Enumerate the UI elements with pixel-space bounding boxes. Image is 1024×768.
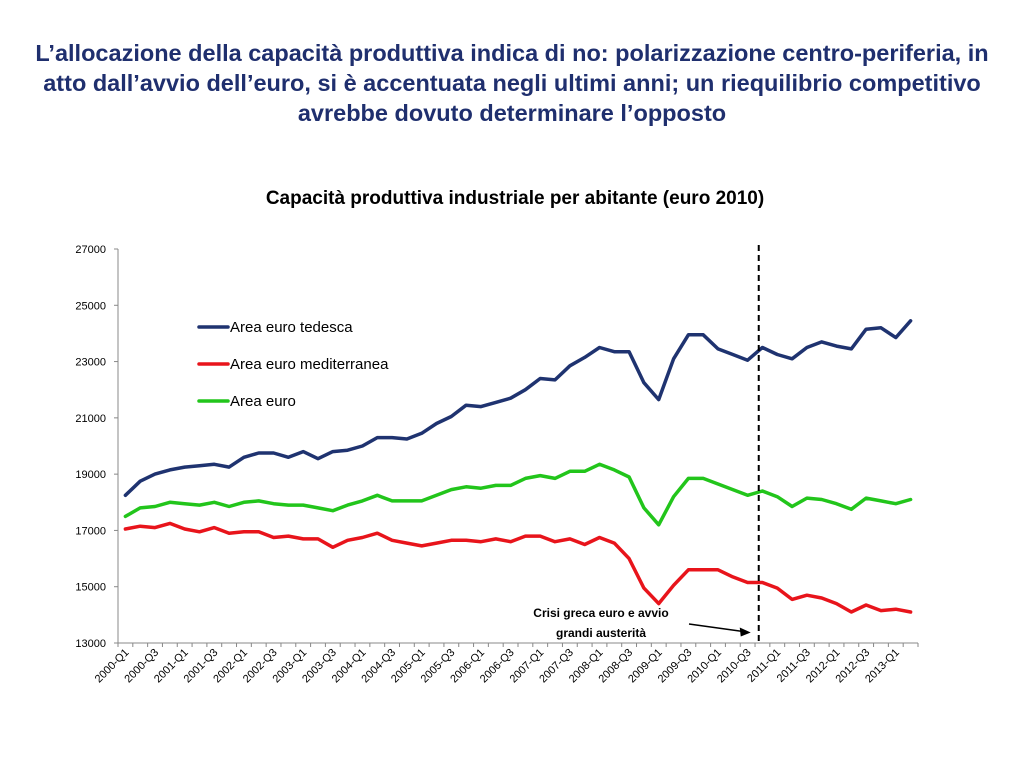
y-tick-label: 15000	[75, 582, 106, 594]
legend-label-mediterranea: Area euro mediterranea	[230, 356, 389, 373]
y-tick-label: 23000	[75, 357, 106, 369]
y-tick-label: 19000	[75, 469, 106, 481]
annotation-text-line2: grandi austerità	[556, 626, 646, 640]
annotation-arrowhead	[739, 627, 751, 637]
legend-label-euro: Area euro	[230, 393, 296, 410]
y-tick-label: 17000	[75, 525, 106, 537]
series-line-tedesca	[123, 319, 913, 498]
legend-label-tedesca: Area euro tedesca	[230, 319, 353, 336]
y-tick-label: 13000	[75, 638, 106, 650]
y-tick-label: 25000	[75, 300, 106, 312]
series-line-euro	[123, 462, 913, 527]
annotation-text-line1: Crisi greca euro e avvio	[533, 606, 668, 620]
series-line-mediterranea	[123, 521, 913, 614]
chart-title: Capacità produttiva industriale per abit…	[265, 188, 765, 209]
slide-title: L’allocazione della capacità produttiva …	[35, 40, 989, 126]
y-tick-label: 21000	[75, 413, 106, 425]
annotation-arrow	[688, 623, 747, 633]
y-tick-label: 27000	[75, 244, 106, 256]
